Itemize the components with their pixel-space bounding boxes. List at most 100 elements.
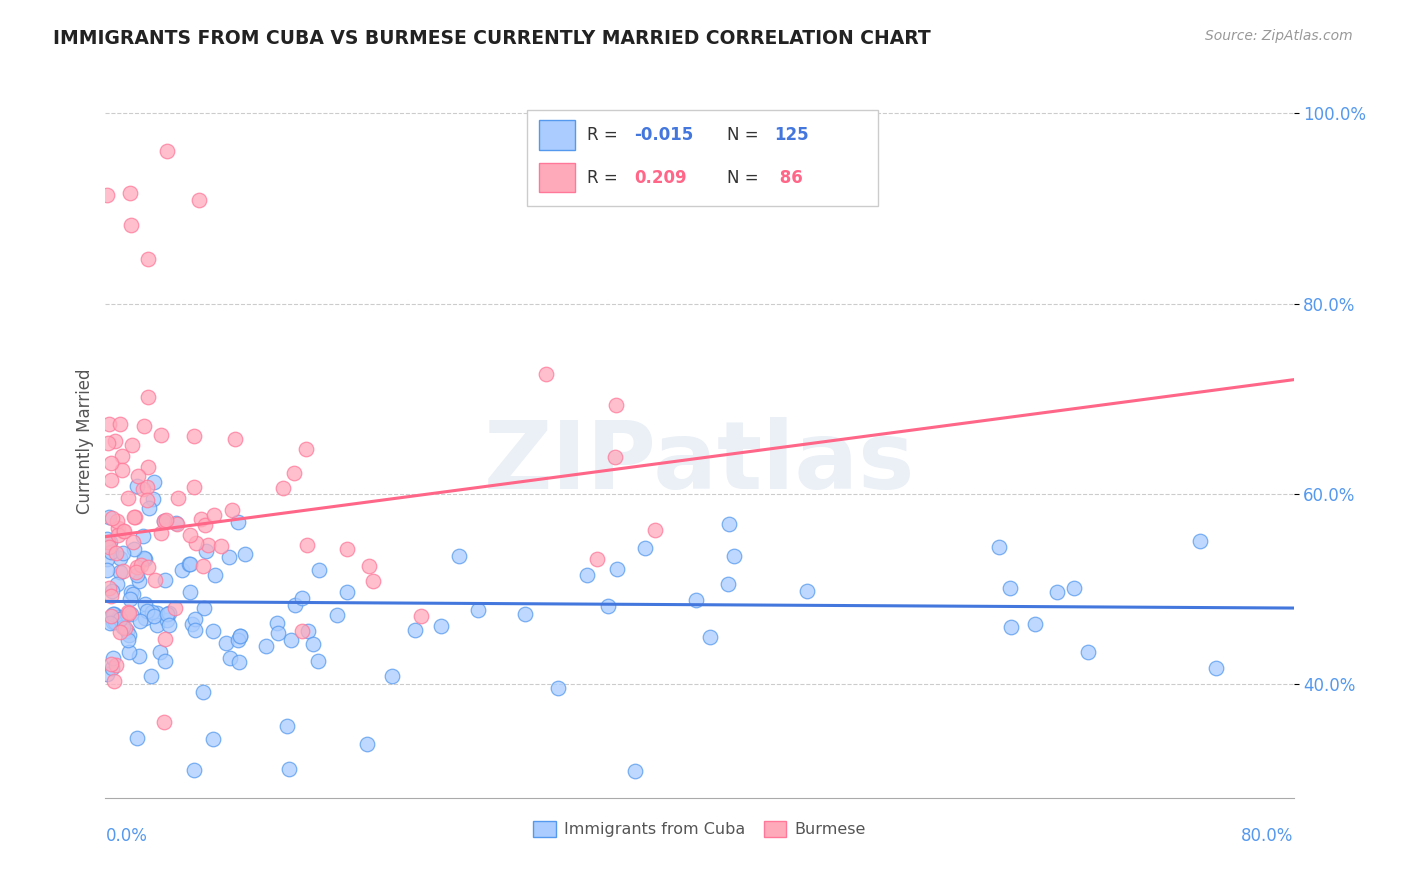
- Point: [201, 624, 224, 638]
- Point: [124, 509, 146, 524]
- Point: [152, 514, 174, 528]
- Point: [1077, 645, 1099, 659]
- Point: [107, 609, 129, 624]
- Point: [125, 479, 148, 493]
- Point: [100, 616, 122, 631]
- Point: [108, 625, 131, 640]
- Point: [202, 731, 225, 746]
- Point: [186, 536, 208, 550]
- Point: [155, 573, 177, 587]
- Point: [183, 429, 205, 443]
- Text: R =: R =: [586, 169, 628, 186]
- Point: [101, 661, 124, 675]
- Point: [267, 625, 290, 640]
- Point: [134, 611, 156, 625]
- Point: [143, 574, 166, 588]
- Point: [100, 657, 122, 672]
- Point: [1063, 581, 1085, 595]
- Point: [107, 521, 129, 535]
- Legend: Immigrants from Cuba, Burmese: Immigrants from Cuba, Burmese: [527, 815, 872, 844]
- Point: [100, 456, 122, 470]
- Point: [204, 567, 226, 582]
- Point: [138, 501, 160, 516]
- Point: [136, 604, 159, 618]
- Point: [576, 567, 599, 582]
- Text: ZIPatlas: ZIPatlas: [484, 417, 915, 509]
- Point: [297, 537, 319, 551]
- Point: [280, 633, 302, 648]
- Point: [141, 605, 163, 619]
- Point: [717, 577, 740, 591]
- Point: [184, 612, 207, 626]
- Point: [718, 516, 741, 531]
- Point: [596, 599, 619, 613]
- Point: [271, 481, 294, 495]
- FancyBboxPatch shape: [538, 162, 575, 193]
- Point: [153, 515, 176, 529]
- Point: [120, 591, 142, 606]
- Point: [1205, 661, 1227, 675]
- Point: [136, 390, 159, 404]
- Point: [101, 615, 124, 630]
- Point: [229, 629, 252, 643]
- Point: [125, 560, 148, 574]
- Point: [127, 568, 149, 582]
- Point: [291, 591, 314, 605]
- Point: [145, 606, 167, 620]
- Point: [104, 615, 127, 630]
- Point: [988, 540, 1011, 554]
- Point: [254, 639, 277, 653]
- Text: 125: 125: [775, 126, 808, 144]
- Point: [132, 529, 155, 543]
- Text: 86: 86: [775, 169, 803, 186]
- Point: [111, 450, 134, 464]
- Point: [605, 398, 627, 412]
- Point: [136, 460, 159, 475]
- Point: [157, 606, 180, 620]
- Point: [132, 482, 155, 496]
- Point: [547, 681, 569, 695]
- Point: [97, 540, 120, 554]
- Point: [104, 658, 127, 673]
- Point: [276, 718, 298, 732]
- Point: [101, 650, 124, 665]
- Point: [100, 511, 122, 525]
- Point: [308, 563, 330, 577]
- Point: [120, 219, 142, 233]
- Text: -0.015: -0.015: [634, 126, 693, 144]
- Point: [194, 517, 217, 532]
- Point: [359, 559, 381, 574]
- Point: [108, 566, 131, 580]
- Point: [142, 609, 165, 624]
- Point: [297, 624, 319, 639]
- Point: [98, 535, 121, 549]
- Point: [233, 547, 256, 561]
- Point: [117, 633, 139, 648]
- Point: [103, 674, 125, 689]
- Point: [136, 492, 159, 507]
- Point: [111, 463, 134, 477]
- Point: [128, 649, 150, 664]
- Point: [117, 491, 139, 505]
- Point: [221, 502, 243, 516]
- Point: [153, 715, 176, 730]
- Point: [131, 558, 153, 573]
- Point: [124, 565, 146, 579]
- Point: [624, 764, 647, 778]
- Point: [150, 526, 173, 541]
- Point: [1046, 585, 1069, 599]
- Point: [97, 535, 120, 549]
- Point: [150, 427, 173, 442]
- Point: [129, 614, 152, 628]
- Point: [215, 636, 238, 650]
- Point: [193, 685, 215, 699]
- Point: [411, 609, 433, 624]
- Point: [224, 432, 246, 446]
- Point: [118, 628, 141, 642]
- Point: [404, 624, 426, 638]
- Point: [606, 562, 628, 576]
- Point: [134, 552, 156, 566]
- Point: [105, 515, 128, 529]
- Point: [1024, 617, 1046, 632]
- Text: R =: R =: [586, 126, 623, 144]
